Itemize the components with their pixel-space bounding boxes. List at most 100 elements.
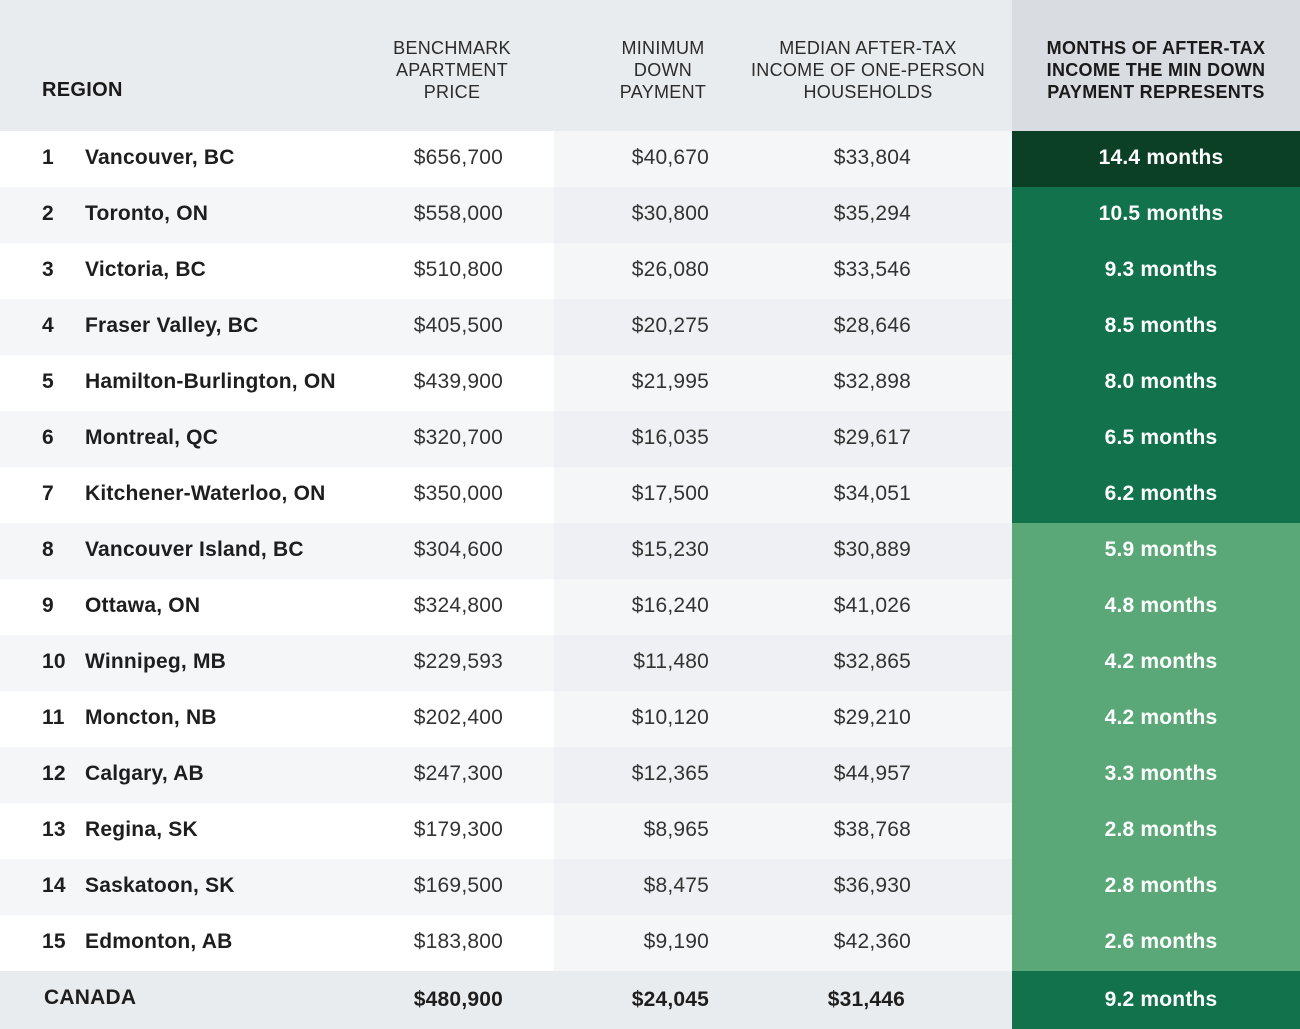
rank-number: 6 <box>42 426 54 449</box>
header-min-down-line-3: PAYMENT <box>619 82 707 102</box>
table-header: REGION BENCHMARK APARTMENT PRICE MINIMUM… <box>0 0 1300 131</box>
row-background <box>0 355 554 411</box>
row-background <box>0 131 554 187</box>
median-income: $42,360 <box>833 930 911 953</box>
shaded-column-background <box>554 467 1012 523</box>
region-name: Vancouver Island, BC <box>85 538 304 561</box>
region-name: Fraser Valley, BC <box>85 314 259 337</box>
min-down-payment: $21,995 <box>631 370 709 393</box>
rank-number: 2 <box>42 202 54 225</box>
rank-number: 5 <box>42 370 54 393</box>
row-background <box>0 915 554 971</box>
region-name: Edmonton, AB <box>85 930 233 953</box>
shaded-column-background <box>554 187 1012 243</box>
header-months-line-3: PAYMENT REPRESENTS <box>1047 82 1265 102</box>
months-cell-background <box>1012 691 1300 747</box>
header-background <box>0 0 1012 131</box>
months-value: 2.8 months <box>1104 874 1218 897</box>
region-name: Vancouver, BC <box>85 146 235 169</box>
median-income: $36,930 <box>833 874 911 897</box>
row-background <box>0 859 554 915</box>
median-income: $41,026 <box>833 594 911 617</box>
months-value: 3.3 months <box>1104 762 1218 785</box>
benchmark-price: $510,800 <box>413 258 503 281</box>
total-row-background <box>0 971 1012 1029</box>
median-income: $33,546 <box>833 258 911 281</box>
months-cell-background <box>1012 915 1300 971</box>
months-value: 14.4 months <box>1098 146 1224 169</box>
months-cell-background <box>1012 131 1300 187</box>
table-row: 4 Fraser Valley, BC $405,500 $20,275 $28,646… <box>0 299 1300 355</box>
min-down-payment: $15,230 <box>631 538 709 561</box>
header-benchmark-line-1: BENCHMARK <box>393 38 511 58</box>
shaded-column-background <box>554 243 1012 299</box>
months-cell-background <box>1012 187 1300 243</box>
header-region: REGION <box>42 79 123 101</box>
header-benchmark-line-2: APARTMENT <box>395 60 509 80</box>
header-months-line-1: MONTHS OF AFTER-TAX <box>1046 38 1266 58</box>
months-value: 8.5 months <box>1104 314 1218 337</box>
min-down-payment: $16,240 <box>631 594 709 617</box>
months-cell-background <box>1012 859 1300 915</box>
months-cell-background <box>1012 635 1300 691</box>
min-down-payment: $20,275 <box>631 314 709 337</box>
rank-number: 3 <box>42 258 54 281</box>
months-value: 5.9 months <box>1104 538 1218 561</box>
min-down-payment: $16,035 <box>631 426 709 449</box>
months-cell-background <box>1012 299 1300 355</box>
months-value: 2.8 months <box>1104 818 1218 841</box>
months-cell-background <box>1012 523 1300 579</box>
benchmark-price: $179,300 <box>413 818 503 841</box>
benchmark-price: $320,700 <box>413 426 503 449</box>
table-row: 6 Montreal, QC $320,700 $16,035 $29,617 6.5 m… <box>0 411 1300 467</box>
row-background <box>0 467 554 523</box>
shaded-column-background <box>554 523 1012 579</box>
months-value: 6.5 months <box>1104 426 1218 449</box>
total-benchmark-price: $480,900 <box>413 988 503 1011</box>
table-row: 2 Toronto, ON $558,000 $30,800 $35,294 10.5 m… <box>0 187 1300 243</box>
benchmark-price: $656,700 <box>413 146 503 169</box>
rank-number: 15 <box>42 930 66 953</box>
min-down-payment: $8,475 <box>643 874 709 897</box>
total-months-background <box>1012 971 1300 1029</box>
region-name: Kitchener-Waterloo, ON <box>85 482 326 505</box>
header-benchmark-price: BENCHMARK APARTMENT PRICE <box>360 37 544 103</box>
table-row: 12 Calgary, AB $247,300 $12,365 $44,957 3.3 m… <box>0 747 1300 803</box>
min-down-payment: $11,480 <box>633 650 709 673</box>
shaded-column-background <box>554 803 1012 859</box>
shaded-column-background <box>554 411 1012 467</box>
benchmark-price: $439,900 <box>413 370 503 393</box>
region-name: Toronto, ON <box>85 202 209 225</box>
months-value: 9.3 months <box>1104 258 1218 281</box>
months-cell-background <box>1012 411 1300 467</box>
row-background <box>0 747 554 803</box>
median-income: $38,768 <box>833 818 911 841</box>
header-months: MONTHS OF AFTER-TAX INCOME THE MIN DOWN … <box>1012 37 1300 103</box>
months-cell-background <box>1012 243 1300 299</box>
region-name: Hamilton-Burlington, ON <box>85 370 336 393</box>
shaded-column-background <box>554 355 1012 411</box>
row-background <box>0 523 554 579</box>
rank-number: 4 <box>42 314 54 337</box>
benchmark-price: $304,600 <box>413 538 503 561</box>
benchmark-price: $324,800 <box>413 594 503 617</box>
table-row: 5 Hamilton-Burlington, ON $439,900 $21,995 $… <box>0 355 1300 411</box>
header-median-income: MEDIAN AFTER-TAX INCOME OF ONE-PERSON HO… <box>738 37 998 103</box>
months-cell-background <box>1012 355 1300 411</box>
months-value: 10.5 months <box>1098 202 1224 225</box>
benchmark-price: $202,400 <box>413 706 503 729</box>
table-row: 7 Kitchener-Waterloo, ON $350,000 $17,500 $3… <box>0 467 1300 523</box>
table-row: 1 Vancouver, BC $656,700 $40,670 $33,804 14.4… <box>0 131 1300 187</box>
region-name: Calgary, AB <box>85 762 204 785</box>
median-income: $32,865 <box>833 650 911 673</box>
median-income: $32,898 <box>833 370 911 393</box>
row-background <box>0 187 554 243</box>
shaded-column-background <box>554 915 1012 971</box>
shaded-column-background <box>554 691 1012 747</box>
row-background <box>0 803 554 859</box>
months-cell-background <box>1012 803 1300 859</box>
total-median-income: $31,446 <box>827 988 905 1011</box>
table-row: 8 Vancouver Island, BC $304,600 $15,230 $30,… <box>0 523 1300 579</box>
row-background <box>0 299 554 355</box>
median-income: $29,617 <box>833 426 911 449</box>
